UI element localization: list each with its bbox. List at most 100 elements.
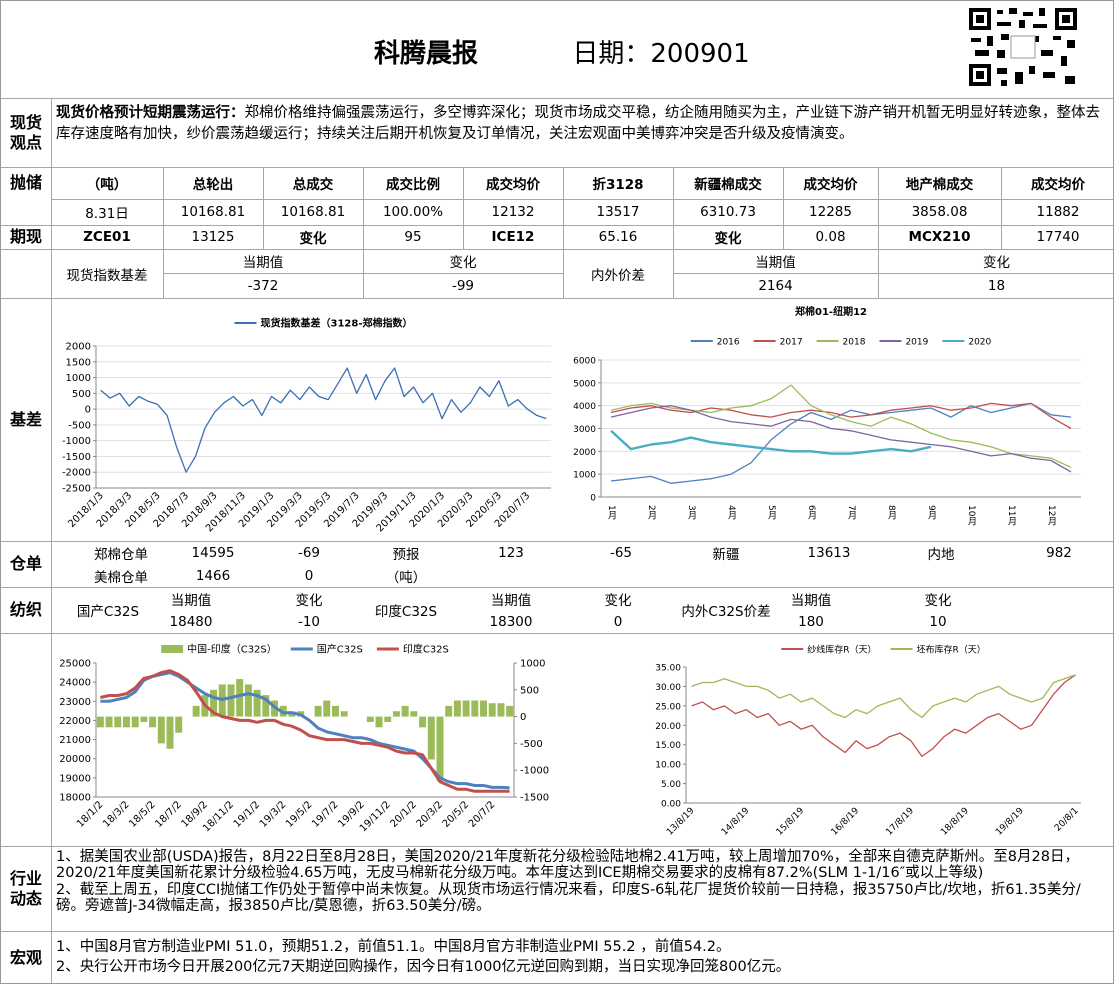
bar	[140, 716, 148, 722]
rule	[51, 98, 52, 983]
y-tick-label: 0.00	[661, 800, 681, 810]
rule	[363, 167, 364, 249]
section-label-text: 基差	[9, 409, 42, 429]
bar	[149, 716, 157, 728]
legend-label: 国产C32S	[317, 643, 363, 656]
table-cell: 18300	[489, 613, 533, 630]
table-header: 新疆棉成交	[694, 177, 762, 193]
legend-swatch	[161, 645, 184, 653]
macro-block: 1、中国8月官方制造业PMI 51.0，预期51.2，前值51.1。中国8月官方…	[56, 937, 1108, 977]
section-label-text: 现货观点	[9, 112, 42, 152]
spot-view: 现货价格预计短期震荡运行：郑棉价格维持偏强震荡运行，多空博弈深化；现货市场成交平…	[56, 103, 1106, 145]
rule	[1001, 167, 1002, 249]
table-cell: 美棉仓单	[94, 569, 148, 586]
legend-label: 2020	[968, 338, 991, 348]
rule	[783, 167, 784, 249]
section-label: 现货观点	[1, 98, 51, 167]
table-cell: MCX210	[908, 229, 971, 245]
chart: 18000 19000 20000 21000 22000 23000 24000 25000…	[59, 643, 549, 835]
bar	[410, 711, 418, 717]
bar	[236, 679, 244, 717]
y-tick-label: -2500	[62, 484, 91, 495]
rule	[1, 167, 1113, 168]
table-cell: 当期值	[790, 592, 832, 609]
table-cell: 0	[304, 567, 314, 584]
x-tick-label: 9月	[926, 505, 937, 521]
y-tick-label: 500	[520, 685, 539, 696]
x-tick-label: 19/3/2	[258, 799, 289, 830]
rule	[51, 199, 1113, 200]
rule	[878, 167, 879, 249]
y-tick-label: 2000	[66, 342, 91, 353]
table-cell: 11882	[1036, 204, 1080, 220]
y-tick-label: 0	[590, 494, 596, 504]
table-cell: 65.16	[598, 229, 638, 245]
legend-label: 现货指数基差（3128-郑棉指数）	[261, 317, 413, 330]
table-cell: 变化	[924, 592, 952, 609]
paragraph: 2、央行公开市场今日开展200亿元7天期逆回购操作，因今日有1000亿元逆回购到…	[56, 959, 791, 975]
bar	[131, 716, 139, 728]
y-tick-label: 0	[520, 712, 526, 723]
paragraph: 2、截至上周五，印度CCI抛储工作仍处于暂停中尚未恢复。从现货市场运行情况来看，…	[56, 881, 1081, 915]
y-tick-label: 30.00	[655, 683, 681, 693]
x-tick-label: 1月	[606, 505, 617, 521]
table-cell: 当期值	[490, 592, 532, 609]
y-tick-label: 6000	[573, 357, 596, 367]
table-header: 折3128	[592, 177, 644, 193]
x-tick-label: 20/3/2	[415, 799, 446, 830]
table-cell: 内地	[927, 546, 955, 563]
rule	[563, 249, 564, 298]
x-tick-label: 19/7/2	[310, 799, 341, 830]
bar	[488, 703, 496, 717]
bar	[445, 705, 453, 717]
bar	[401, 705, 409, 717]
chart: 郑棉01-纽期12 0 1000 2000 3000 4000 5000 6000 1月 2月 3月…	[573, 305, 1081, 526]
table-cell: 印度C32S	[374, 604, 438, 620]
table-header: 地产棉成交	[905, 177, 974, 193]
section-label: 仓单	[1, 541, 51, 587]
table-header: 成交均价	[803, 177, 858, 193]
table-cell: 变化	[299, 231, 327, 247]
bar	[331, 705, 339, 717]
news-block: 1、据美国农业部(USDA)报告，8月22日至8月28日，美国2020/21年度…	[56, 849, 1108, 915]
y-tick-label: -2000	[62, 468, 91, 479]
section-label: 期现	[1, 225, 51, 249]
bar	[480, 700, 488, 717]
x-tick-label: 18/1/2	[75, 799, 106, 830]
table-cell: 变化	[449, 255, 477, 271]
y-tick-label: 1000	[66, 373, 91, 384]
table-cell: 12285	[809, 204, 852, 220]
bar	[175, 716, 183, 733]
bar	[375, 716, 383, 728]
rule	[878, 249, 879, 298]
table-cell: 当期值	[755, 255, 796, 271]
rule	[1, 225, 1113, 226]
section-label-text: 期现	[9, 227, 42, 246]
y-tick-label: 500	[72, 389, 91, 400]
table-cell: -69	[297, 544, 321, 561]
report-title: 科腾晨报	[373, 38, 478, 69]
bar	[419, 716, 427, 728]
paragraph: 1、中国8月官方制造业PMI 51.0，预期51.2，前值51.1。中国8月官方…	[56, 939, 731, 955]
table-header: 成交均价	[486, 177, 540, 193]
rule	[463, 167, 464, 249]
bar	[366, 716, 374, 722]
rule	[1, 587, 1113, 588]
table-cell: -65	[609, 544, 633, 561]
bar	[253, 689, 261, 717]
table-cell: 新疆	[712, 546, 740, 563]
table-cell: 10	[929, 613, 947, 630]
y-tick-label: 22000	[59, 716, 91, 727]
series-line	[691, 674, 1076, 758]
table-cell: 2164	[758, 277, 793, 294]
bar	[340, 711, 348, 717]
x-tick-label: 19/8/19	[994, 806, 1026, 838]
section-label: 宏观	[1, 931, 51, 983]
y-tick-label: 24000	[59, 678, 91, 689]
rule	[363, 249, 364, 298]
section-label: 纺织	[1, 587, 51, 633]
bar	[462, 700, 470, 717]
table-cell: -99	[451, 277, 475, 294]
table-cell: 6310.73	[700, 204, 756, 220]
legend-label: 坯布库存R（天）	[917, 644, 986, 656]
